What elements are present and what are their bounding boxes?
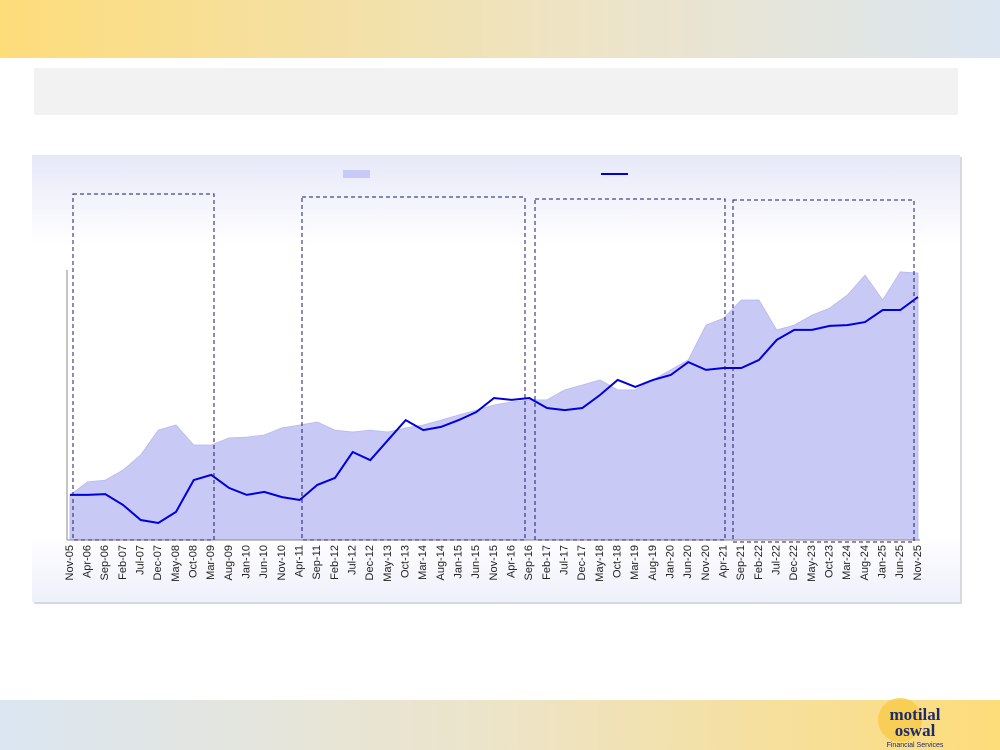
x-tick-label: Feb-12 <box>329 545 341 580</box>
x-tick-label: Dec-07 <box>152 545 164 580</box>
x-tick-label: Nov-10 <box>276 545 288 580</box>
period-box <box>732 199 915 543</box>
x-tick-label: Mar-14 <box>417 545 429 580</box>
x-tick-label: Apr-11 <box>294 545 306 577</box>
logo-line2: oswal <box>895 721 936 740</box>
x-tick-label: May-08 <box>170 545 182 582</box>
x-tick-label: Jun-10 <box>258 545 270 579</box>
x-tick-label: Jul-12 <box>347 545 359 575</box>
x-tick-label: Jul-17 <box>559 545 571 575</box>
x-tick-label: Mar-09 <box>205 545 217 580</box>
x-tick-label: Oct-23 <box>824 545 836 578</box>
logo-tagline: Financial Services <box>887 742 944 749</box>
x-tick-label: Sep-21 <box>735 545 747 580</box>
period-box <box>301 196 526 541</box>
x-tick-label: Jan-25 <box>877 545 889 579</box>
x-tick-label: Feb-17 <box>541 545 553 580</box>
x-tick-label: Dec-17 <box>576 545 588 580</box>
area <box>69 271 919 541</box>
x-tick-label: Aug-09 <box>223 545 235 580</box>
top-band <box>0 0 1000 58</box>
x-tick-label: Jun-25 <box>894 545 906 579</box>
x-tick-label: Nov-20 <box>700 545 712 580</box>
x-tick-label: Oct-13 <box>400 545 412 578</box>
x-tick-label: Nov-15 <box>488 545 500 580</box>
line <box>70 296 919 525</box>
x-tick-label: Sep-16 <box>523 545 535 580</box>
x-tick-label: May-13 <box>382 545 394 582</box>
plot: Nov-05 Apr-06 Sep-06 Feb-07 Jul-07 Dec-07 May-… <box>64 170 924 582</box>
x-tick-label: Jun-20 <box>682 545 694 579</box>
x-tick-label: Jan-20 <box>665 545 677 579</box>
x-tick-label: Jul-07 <box>135 545 147 575</box>
x-tick-label: Dec-12 <box>364 545 376 580</box>
x-tick-label: Mar-19 <box>629 545 641 580</box>
x-tick-label: Apr-16 <box>506 545 518 578</box>
logo-line1: motilal <box>890 705 941 724</box>
logo-mark <box>878 698 922 742</box>
x-tick-label: May-23 <box>806 545 818 582</box>
period-boxes <box>72 193 915 543</box>
x-tick-label: Oct-08 <box>188 545 200 578</box>
x-tick-label: Jul-22 <box>771 545 783 575</box>
bottom-band <box>0 700 1000 750</box>
x-tick-label: Feb-22 <box>753 545 765 580</box>
x-tick-label: Sep-11 <box>311 545 323 580</box>
x-tick-label: Apr-06 <box>82 545 94 578</box>
title-bar <box>34 68 958 115</box>
x-tick-label: Feb-07 <box>117 545 129 580</box>
x-tick-label: Nov-05 <box>64 545 76 580</box>
x-tick-label: Aug-19 <box>647 545 659 580</box>
x-tick-label: Jun-15 <box>470 545 482 579</box>
x-tick-label: Dec-22 <box>788 545 800 580</box>
period-box <box>534 198 726 541</box>
legend-swatch <box>343 170 370 178</box>
period-box <box>72 193 215 541</box>
x-tick-label: Oct-18 <box>612 545 624 578</box>
x-tick-label: Jan-15 <box>453 545 465 579</box>
x-tick-label: Apr-21 <box>718 545 730 578</box>
x-tick-label: Mar-24 <box>841 545 853 580</box>
x-tick-label: Sep-06 <box>99 545 111 580</box>
x-tick-label: Nov-25 <box>912 545 924 580</box>
x-tick-label: Aug-24 <box>859 545 871 580</box>
x-tick-label: Aug-14 <box>435 545 447 580</box>
x-tick-label: May-18 <box>594 545 606 582</box>
x-tick-label: Jan-10 <box>241 545 253 579</box>
